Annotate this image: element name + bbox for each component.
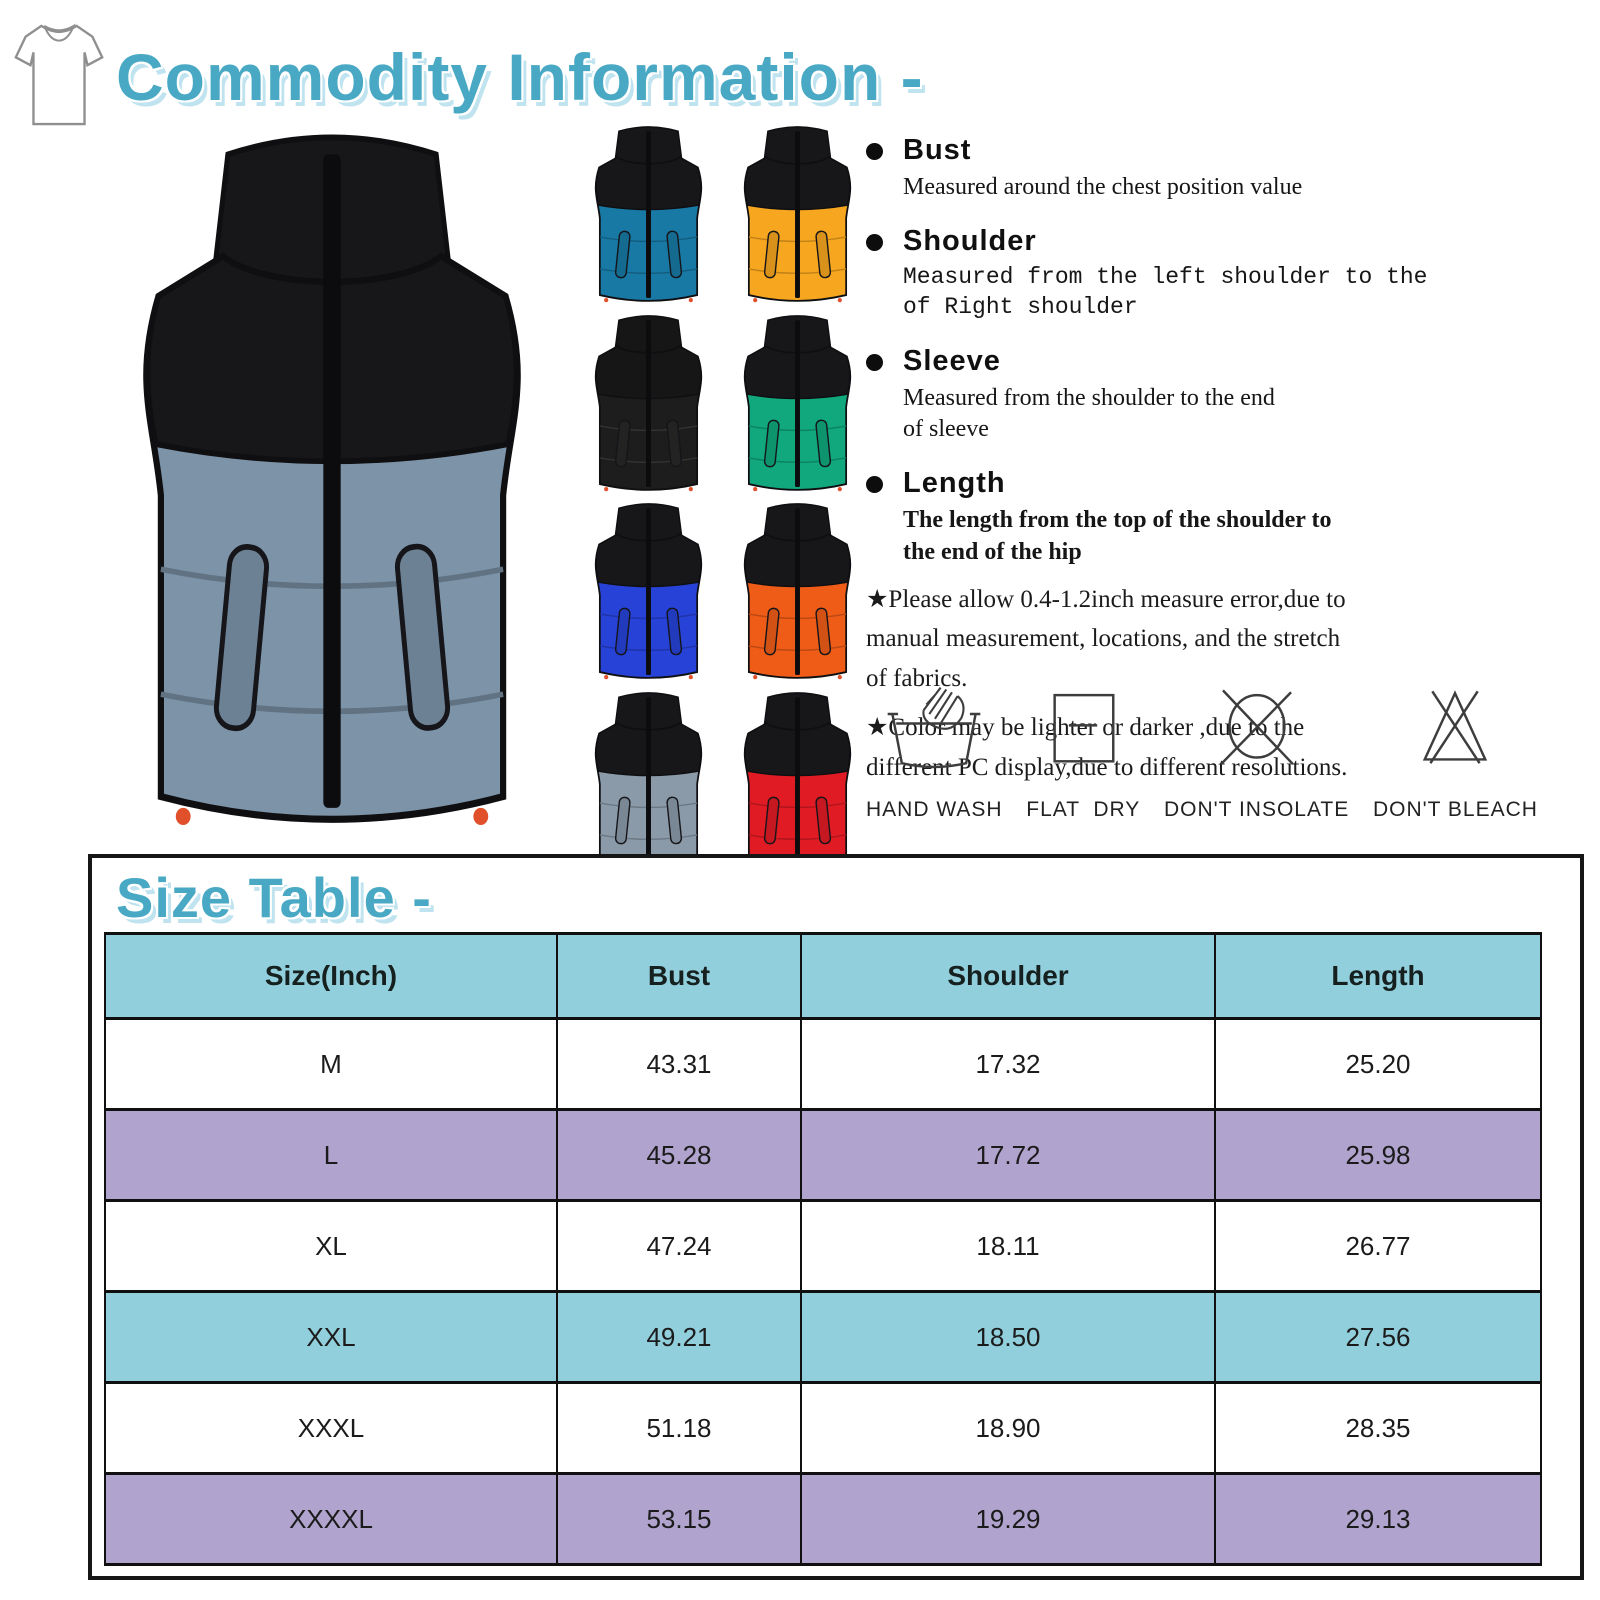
measure-item-shoulder: Shoulder Measured from the left shoulder… bbox=[866, 225, 1566, 323]
bullet-icon bbox=[866, 476, 883, 494]
variant-vest-black bbox=[578, 313, 719, 496]
table-row: XXXL 51.18 18.90 28.35 bbox=[104, 1381, 1542, 1475]
table-row: XXL 49.21 18.50 27.56 bbox=[104, 1290, 1542, 1384]
size-table-header-row: Size(Inch) Bust Shoulder Length bbox=[104, 932, 1542, 1020]
measure-item-sleeve: Sleeve Measured from the shoulder to the… bbox=[866, 345, 1566, 445]
care-instructions: HAND WASH FLAT DRY DON'T INSOLATE DON'T … bbox=[866, 680, 1538, 822]
care-label: FLAT DRY bbox=[1026, 798, 1141, 821]
tshirt-icon bbox=[14, 23, 104, 126]
main-product-image bbox=[84, 126, 580, 842]
dont-bleach-icon bbox=[1423, 690, 1488, 764]
measure-desc: Measured from the left shoulder to the o… bbox=[903, 264, 1428, 321]
measure-item-length: Length The length from the top of the sh… bbox=[866, 467, 1566, 567]
measure-label: Bust bbox=[903, 134, 972, 166]
variant-vest-amber bbox=[727, 124, 868, 307]
table-row: XL 47.24 18.11 26.77 bbox=[104, 1199, 1542, 1293]
variant-vest-orange bbox=[727, 501, 868, 684]
page-title: Commodity Information - bbox=[116, 40, 924, 114]
variant-vest-red bbox=[727, 690, 868, 873]
bullet-icon bbox=[866, 353, 883, 371]
variant-vest-green bbox=[727, 313, 868, 496]
table-row: XXXXL 53.15 19.29 29.13 bbox=[104, 1472, 1542, 1566]
variant-grid bbox=[578, 124, 868, 869]
variant-vest-ocean-blue bbox=[578, 124, 719, 307]
measure-error-note: ★Please allow 0.4-1.2inch measure error,… bbox=[866, 585, 1346, 692]
bullet-icon bbox=[866, 234, 883, 252]
hand-wash-icon bbox=[887, 686, 981, 769]
flat-dry-icon bbox=[1053, 693, 1115, 763]
measure-desc: Measured around the chest position value bbox=[903, 174, 1303, 200]
care-hand-wash: HAND WASH bbox=[866, 680, 1003, 822]
size-table: Size(Inch) Bust Shoulder Length M 43.31 … bbox=[104, 932, 1542, 1566]
col-header-bust: Bust bbox=[556, 932, 802, 1020]
table-row: L 45.28 17.72 25.98 bbox=[104, 1108, 1542, 1202]
size-table-section: Size Table - Size(Inch) Bust Shoulder Le… bbox=[88, 854, 1584, 1580]
size-table-heading: Size Table - bbox=[116, 866, 432, 929]
measure-item-bust: Bust Measured around the chest position … bbox=[866, 134, 1566, 203]
col-header-shoulder: Shoulder bbox=[800, 932, 1216, 1020]
col-header-size: Size(Inch) bbox=[104, 932, 558, 1020]
measure-desc: The length from the top of the shoulder … bbox=[903, 507, 1332, 565]
care-flat-dry: FLAT DRY bbox=[1026, 680, 1140, 822]
variant-vest-royal-blue bbox=[578, 501, 719, 684]
care-label: HAND WASH bbox=[866, 798, 1003, 821]
measure-label: Shoulder bbox=[903, 225, 1037, 258]
measure-desc: Measured from the shoulder to the end of… bbox=[903, 384, 1275, 443]
bullet-icon bbox=[866, 143, 883, 160]
variant-vest-gray bbox=[578, 690, 719, 873]
dont-insolate-icon bbox=[1219, 689, 1294, 766]
care-label: DON'T BLEACH bbox=[1372, 798, 1538, 821]
care-dont-insolate: DON'T INSOLATE bbox=[1164, 680, 1349, 822]
measurement-info: Bust Measured around the chest position … bbox=[866, 134, 1566, 797]
measure-label: Length bbox=[903, 467, 1006, 500]
care-dont-bleach: DON'T BLEACH bbox=[1373, 680, 1538, 822]
col-header-length: Length bbox=[1214, 932, 1542, 1020]
table-row: M 43.31 17.32 25.20 bbox=[104, 1017, 1542, 1111]
measure-label: Sleeve bbox=[903, 344, 1001, 377]
care-label: DON'T INSOLATE bbox=[1164, 798, 1350, 821]
